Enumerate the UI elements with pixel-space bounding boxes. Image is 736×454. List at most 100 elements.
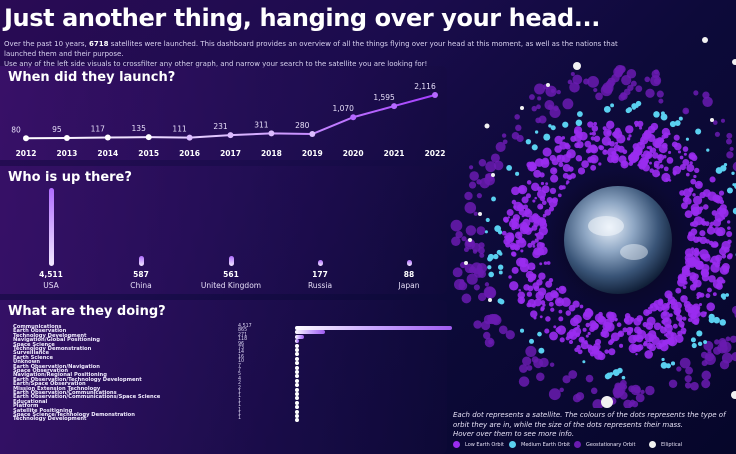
purpose-row[interactable]: Unknown 10 xyxy=(13,359,443,366)
geostationary-satellite-dot xyxy=(593,87,598,93)
geostationary-satellite-dot xyxy=(469,171,479,181)
low-orbit-satellite-dot xyxy=(689,161,693,165)
orbit-legend: Low Earth Orbit Medium Earth Orbit Geost… xyxy=(453,441,736,451)
low-orbit-satellite-dot xyxy=(639,141,643,146)
low-orbit-satellite-dot xyxy=(577,167,586,175)
purpose-value: 14 xyxy=(238,350,245,356)
geostationary-satellite-dot xyxy=(484,174,495,186)
purpose-row[interactable]: Technology Development 1 xyxy=(13,416,443,423)
low-orbit-satellite-dot xyxy=(568,304,576,312)
low-orbit-satellite-dot xyxy=(709,176,716,183)
purpose-row[interactable]: Educational 1 xyxy=(13,398,443,405)
launch-line-chart[interactable]: 80 2012 95 2013 117 2014 135 2015 111 2016 231 2017… xyxy=(0,66,447,160)
launch-point xyxy=(186,134,193,141)
geostationary-satellite-dot xyxy=(590,387,598,395)
low-orbit-satellite-dot xyxy=(526,180,532,185)
purpose-dot[interactable] xyxy=(295,405,299,410)
purpose-dot[interactable] xyxy=(295,356,299,361)
purpose-row[interactable]: Mission Extension Technology 2 xyxy=(13,386,443,392)
purpose-row[interactable]: Navigation/Regional Positioning 5 xyxy=(13,372,443,379)
purpose-row[interactable]: Earth Observation/Technology Development… xyxy=(13,377,443,383)
low-orbit-satellite-dot xyxy=(620,160,629,169)
purpose-row[interactable]: Earth Observation/Communications/Space S… xyxy=(13,394,443,401)
purpose-row[interactable]: Earth/Space Observation 2 xyxy=(13,381,443,388)
purpose-dot[interactable] xyxy=(295,409,299,414)
geostationary-satellite-dot xyxy=(713,346,722,355)
purpose-bar[interactable] xyxy=(295,339,300,343)
purpose-row[interactable]: Surveillance 14 xyxy=(13,350,443,357)
low-orbit-satellite-dot xyxy=(648,145,653,150)
geostationary-satellite-dot xyxy=(729,335,736,343)
purpose-bar[interactable] xyxy=(295,326,452,330)
purpose-dot[interactable] xyxy=(295,387,299,392)
medium-orbit-satellite-dot xyxy=(604,373,611,380)
country-bar[interactable] xyxy=(228,256,234,266)
low-orbit-satellite-dot xyxy=(692,193,696,197)
purpose-dot[interactable] xyxy=(295,365,299,370)
country-bar[interactable] xyxy=(317,260,323,266)
purpose-value: 1 xyxy=(238,398,242,404)
purpose-row[interactable]: Communications 4,517 xyxy=(13,324,452,330)
purpose-dot[interactable] xyxy=(295,396,299,401)
purpose-row[interactable]: Earth Observation 865 xyxy=(13,328,443,335)
low-orbit-satellite-dot xyxy=(550,167,558,175)
orbit-visual[interactable] xyxy=(440,0,736,408)
low-orbit-satellite-dot xyxy=(693,236,700,243)
low-orbit-satellite-dot xyxy=(712,279,723,289)
low-orbit-satellite-dot xyxy=(540,181,545,186)
geostationary-satellite-dot xyxy=(477,292,487,302)
low-orbit-satellite-dot xyxy=(511,199,517,205)
geostationary-satellite-dot xyxy=(705,351,715,362)
purpose-bar[interactable] xyxy=(295,330,326,335)
legend-low-earth-orbit[interactable]: Low Earth Orbit xyxy=(453,441,504,448)
purpose-row[interactable]: Space Observation 7 xyxy=(13,368,443,374)
purpose-row[interactable]: Navigation/Global Positioning 118 xyxy=(13,337,443,343)
purpose-label: Earth Observation xyxy=(13,328,67,335)
legend-medium-earth-orbit[interactable]: Medium Earth Orbit xyxy=(509,441,570,448)
purpose-dot[interactable] xyxy=(295,370,299,374)
country-bar[interactable] xyxy=(406,260,412,266)
geostationary-satellite-dot xyxy=(529,94,535,100)
launch-value-label: 280 xyxy=(295,121,310,130)
year-tick-label: 2022 xyxy=(425,149,446,158)
purpose-dot[interactable] xyxy=(295,418,299,423)
purpose-row[interactable]: Space Science/Technology Demonstration 1 xyxy=(13,412,443,418)
purpose-dot[interactable] xyxy=(295,400,299,405)
purpose-row[interactable]: Platform 1 xyxy=(13,403,443,410)
low-orbit-satellite-dot xyxy=(673,134,680,141)
low-orbit-satellite-dot xyxy=(557,193,562,198)
purpose-row[interactable]: Satellite Positioning 1 xyxy=(13,407,443,414)
purpose-row[interactable]: Technology Development 271 xyxy=(13,333,443,339)
purpose-row[interactable]: Space Science 96 xyxy=(13,342,443,348)
purpose-row[interactable]: Earth Observation/Communications 1 xyxy=(13,390,443,396)
purpose-row[interactable]: Technology Demonstration 73 xyxy=(13,346,443,352)
elliptical-satellite-dot xyxy=(573,62,581,70)
legend-geostationary-orbit[interactable]: Geostationary Orbit xyxy=(574,441,635,448)
low-orbit-satellite-dot xyxy=(646,342,653,350)
medium-orbit-satellite-dot xyxy=(661,357,665,362)
purpose-dot[interactable] xyxy=(295,378,299,383)
purpose-dot[interactable] xyxy=(295,414,299,418)
medium-orbit-satellite-dot xyxy=(488,271,494,278)
purpose-label: Satellite Positioning xyxy=(13,407,73,414)
low-orbit-satellite-dot xyxy=(539,315,543,319)
purpose-dot[interactable] xyxy=(295,374,299,379)
purpose-dot[interactable] xyxy=(295,361,299,366)
country-bar[interactable] xyxy=(48,188,54,266)
low-orbit-satellite-dot xyxy=(701,218,705,222)
low-orbit-satellite-dot xyxy=(539,195,546,202)
purpose-dot[interactable] xyxy=(295,348,299,352)
geostationary-satellite-dot xyxy=(685,366,694,375)
country-bar[interactable] xyxy=(138,255,144,266)
purpose-dot[interactable] xyxy=(295,383,299,388)
low-orbit-satellite-dot xyxy=(558,309,563,314)
low-orbit-satellite-dot xyxy=(590,145,599,154)
legend-elliptical[interactable]: Elliptical xyxy=(649,441,682,448)
purpose-dot[interactable] xyxy=(295,343,299,348)
purpose-dot[interactable] xyxy=(295,352,299,357)
purpose-row[interactable]: Earth Science 16 xyxy=(13,355,443,361)
purpose-dot[interactable] xyxy=(295,392,299,396)
purpose-bar[interactable] xyxy=(295,334,305,339)
purpose-row[interactable]: Earth Observation/Navigation 7 xyxy=(13,364,443,370)
low-orbit-satellite-dot xyxy=(672,165,682,175)
